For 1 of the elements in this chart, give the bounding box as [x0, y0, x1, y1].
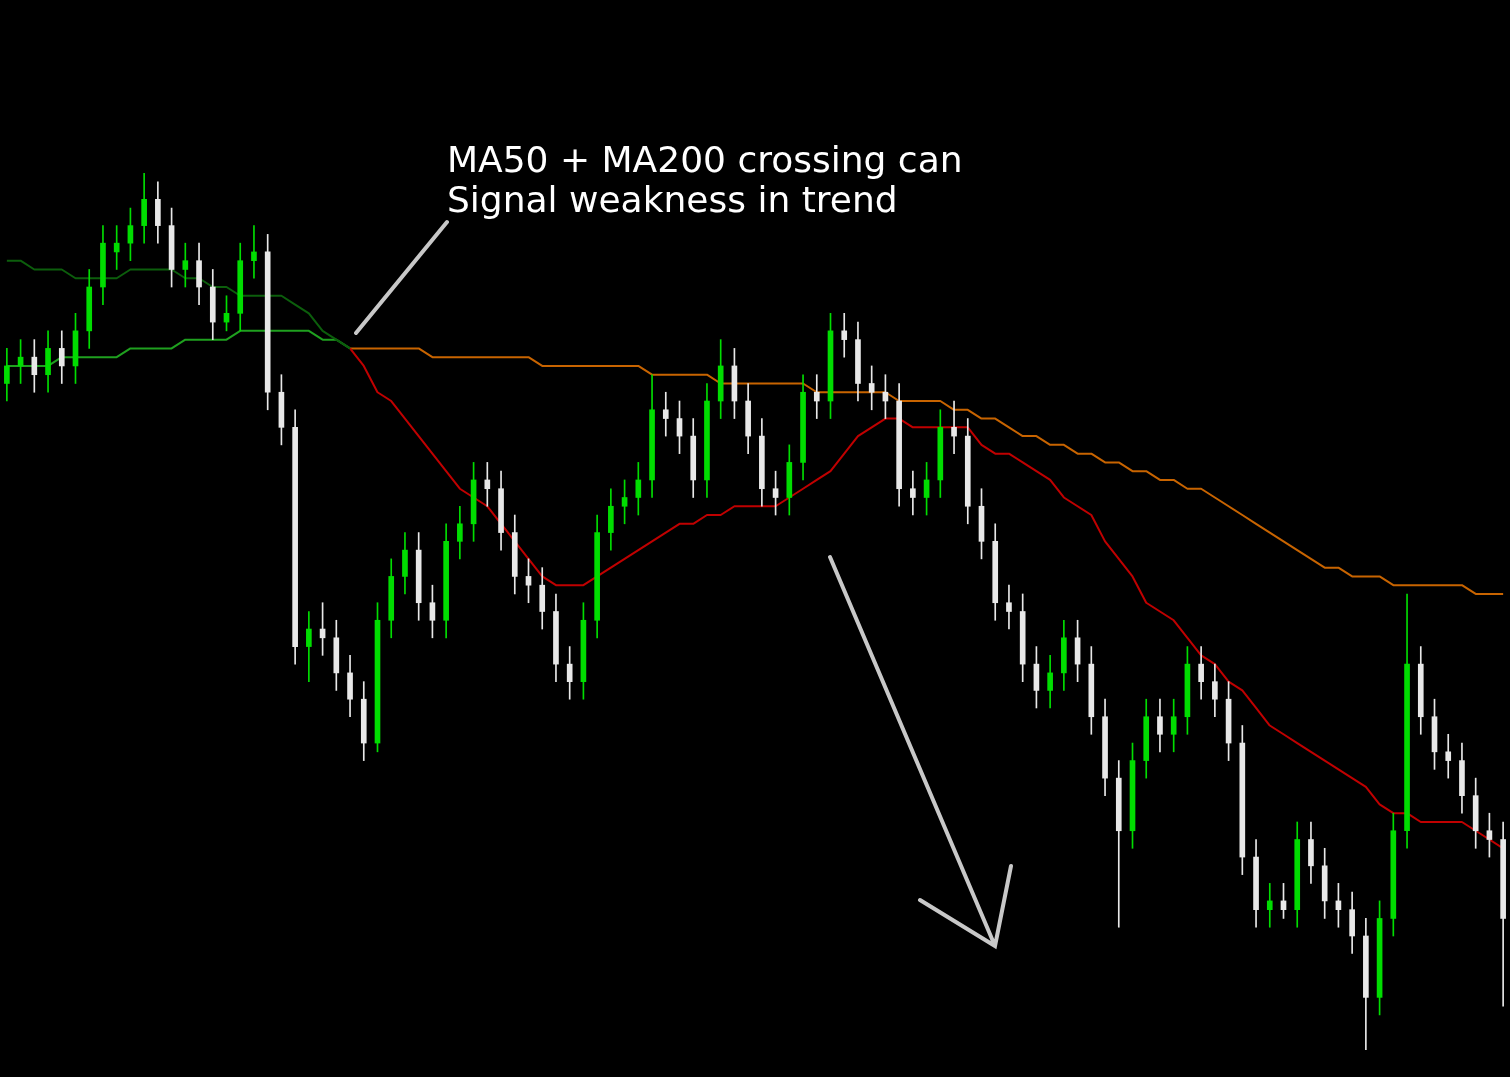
annotation: MA50 + MA200 crossing can Signal weakness in trend: [447, 139, 963, 220]
